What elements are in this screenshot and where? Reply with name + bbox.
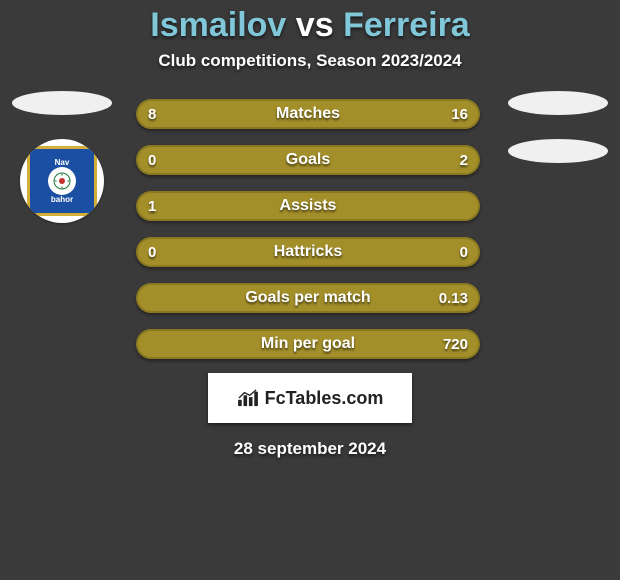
stat-row: 0Hattricks0 <box>136 237 480 267</box>
player2-club-placeholder <box>508 139 608 163</box>
player1-photo-placeholder <box>12 91 112 115</box>
stat-bars: 8Matches160Goals21Assists0Hattricks0Goal… <box>136 99 480 375</box>
stat-value-right: 0.13 <box>439 290 468 307</box>
player1-name: Ismailov <box>150 6 286 44</box>
left-player-column: Nav bahor <box>12 91 112 223</box>
brand-box[interactable]: FcTables.com <box>208 373 412 423</box>
brand-text: FcTables.com <box>265 388 384 409</box>
player2-photo-placeholder <box>508 91 608 115</box>
stats-area: Nav bahor 8Matches160Goals21Assists0Hatt… <box>0 99 620 359</box>
right-player-column <box>508 91 608 187</box>
stat-value-right: 0 <box>460 244 468 261</box>
stat-value-right: 16 <box>451 106 468 123</box>
stat-label: Goals per match <box>136 289 480 307</box>
emblem-icon <box>53 172 71 190</box>
player1-club-badge: Nav bahor <box>20 139 104 223</box>
stat-row: Min per goal720 <box>136 329 480 359</box>
stat-label: Hattricks <box>136 243 480 261</box>
brand-chart-icon <box>237 389 259 407</box>
club-badge-text-bottom: bahor <box>51 196 73 204</box>
subtitle: Club competitions, Season 2023/2024 <box>0 51 620 71</box>
club-badge-text-top: Nav <box>55 159 70 167</box>
comparison-card: Ismailov vs Ferreira Club competitions, … <box>0 0 620 580</box>
club-badge-emblem <box>48 167 76 195</box>
date-text: 28 september 2024 <box>0 439 620 459</box>
stat-row: Goals per match0.13 <box>136 283 480 313</box>
club-badge-inner: Nav bahor <box>27 146 97 216</box>
page-title: Ismailov vs Ferreira <box>0 0 620 45</box>
stat-label: Matches <box>136 105 480 123</box>
stat-row: 0Goals2 <box>136 145 480 175</box>
stat-row: 8Matches16 <box>136 99 480 129</box>
stat-value-right: 720 <box>443 336 468 353</box>
stat-label: Assists <box>136 197 480 215</box>
stat-row: 1Assists <box>136 191 480 221</box>
player2-name: Ferreira <box>343 6 470 44</box>
stat-value-right: 2 <box>460 152 468 169</box>
stat-label: Goals <box>136 151 480 169</box>
stat-label: Min per goal <box>136 335 480 353</box>
vs-text: vs <box>296 6 334 44</box>
